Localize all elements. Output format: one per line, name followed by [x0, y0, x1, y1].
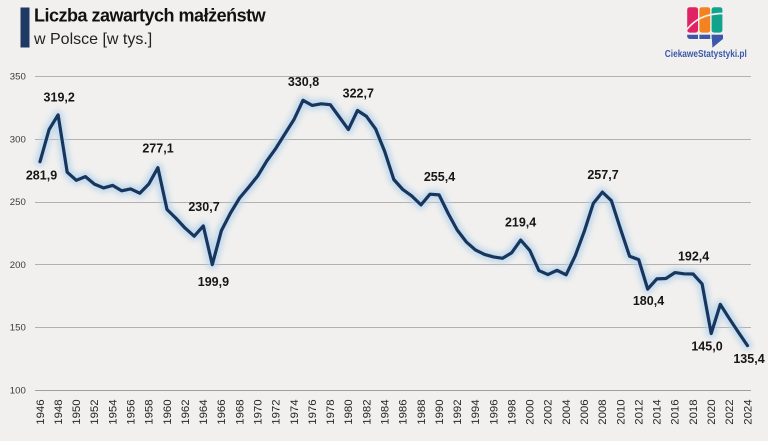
- svg-text:1956: 1956: [126, 399, 138, 424]
- svg-text:2000: 2000: [525, 399, 537, 424]
- svg-text:2022: 2022: [724, 399, 736, 424]
- svg-text:192,4: 192,4: [678, 250, 709, 264]
- svg-text:100: 100: [10, 385, 26, 396]
- svg-text:1958: 1958: [144, 399, 156, 424]
- svg-text:1960: 1960: [162, 399, 174, 424]
- svg-text:219,4: 219,4: [505, 216, 536, 230]
- svg-text:1994: 1994: [470, 399, 482, 424]
- svg-text:350: 350: [10, 72, 26, 83]
- svg-text:1996: 1996: [488, 399, 500, 424]
- svg-text:1982: 1982: [361, 399, 373, 424]
- svg-text:1988: 1988: [416, 399, 428, 424]
- svg-text:319,2: 319,2: [44, 90, 75, 104]
- svg-text:1986: 1986: [398, 399, 410, 424]
- svg-text:1968: 1968: [234, 399, 246, 424]
- svg-text:1948: 1948: [53, 399, 65, 424]
- svg-text:200: 200: [10, 260, 26, 271]
- svg-text:277,1: 277,1: [142, 142, 173, 156]
- svg-text:135,4: 135,4: [733, 352, 764, 366]
- svg-text:2008: 2008: [597, 399, 609, 424]
- svg-text:1964: 1964: [198, 399, 210, 424]
- svg-text:1952: 1952: [89, 399, 101, 424]
- svg-text:CiekaweStatystyki.pl: CiekaweStatystyki.pl: [665, 49, 747, 60]
- svg-text:150: 150: [10, 323, 26, 334]
- svg-text:2020: 2020: [706, 399, 718, 424]
- svg-text:257,7: 257,7: [587, 168, 618, 182]
- svg-text:2006: 2006: [579, 399, 591, 424]
- svg-text:330,8: 330,8: [288, 75, 319, 89]
- svg-text:2012: 2012: [634, 399, 646, 424]
- svg-text:199,9: 199,9: [198, 275, 229, 289]
- svg-text:1946: 1946: [35, 399, 47, 424]
- svg-text:2016: 2016: [670, 399, 682, 424]
- svg-text:1980: 1980: [343, 399, 355, 424]
- svg-text:1950: 1950: [71, 399, 83, 424]
- svg-text:255,4: 255,4: [424, 170, 455, 184]
- svg-text:2024: 2024: [742, 399, 754, 424]
- svg-text:300: 300: [10, 134, 26, 145]
- svg-text:1992: 1992: [452, 399, 464, 424]
- svg-text:1978: 1978: [325, 399, 337, 424]
- svg-text:1998: 1998: [507, 399, 519, 424]
- svg-text:145,0: 145,0: [691, 340, 722, 354]
- svg-text:230,7: 230,7: [188, 200, 219, 214]
- svg-text:1974: 1974: [289, 399, 301, 424]
- svg-text:2004: 2004: [561, 399, 573, 424]
- svg-text:Liczba zawartych małżeństw: Liczba zawartych małżeństw: [34, 6, 267, 26]
- svg-text:1970: 1970: [253, 399, 265, 424]
- svg-text:322,7: 322,7: [343, 87, 374, 101]
- svg-text:2002: 2002: [543, 399, 555, 424]
- svg-text:1990: 1990: [434, 399, 446, 424]
- svg-text:2010: 2010: [615, 399, 627, 424]
- svg-text:2018: 2018: [688, 399, 700, 424]
- svg-text:1976: 1976: [307, 399, 319, 424]
- svg-text:1966: 1966: [216, 399, 228, 424]
- svg-text:250: 250: [10, 197, 26, 208]
- svg-text:180,4: 180,4: [633, 294, 664, 308]
- svg-text:1954: 1954: [107, 399, 119, 424]
- svg-text:1972: 1972: [271, 399, 283, 424]
- svg-text:w Polsce [w tys.]: w Polsce [w tys.]: [33, 31, 152, 48]
- svg-text:281,9: 281,9: [26, 168, 57, 182]
- svg-text:1984: 1984: [380, 399, 392, 424]
- svg-text:1962: 1962: [180, 399, 192, 424]
- svg-text:2014: 2014: [652, 399, 664, 424]
